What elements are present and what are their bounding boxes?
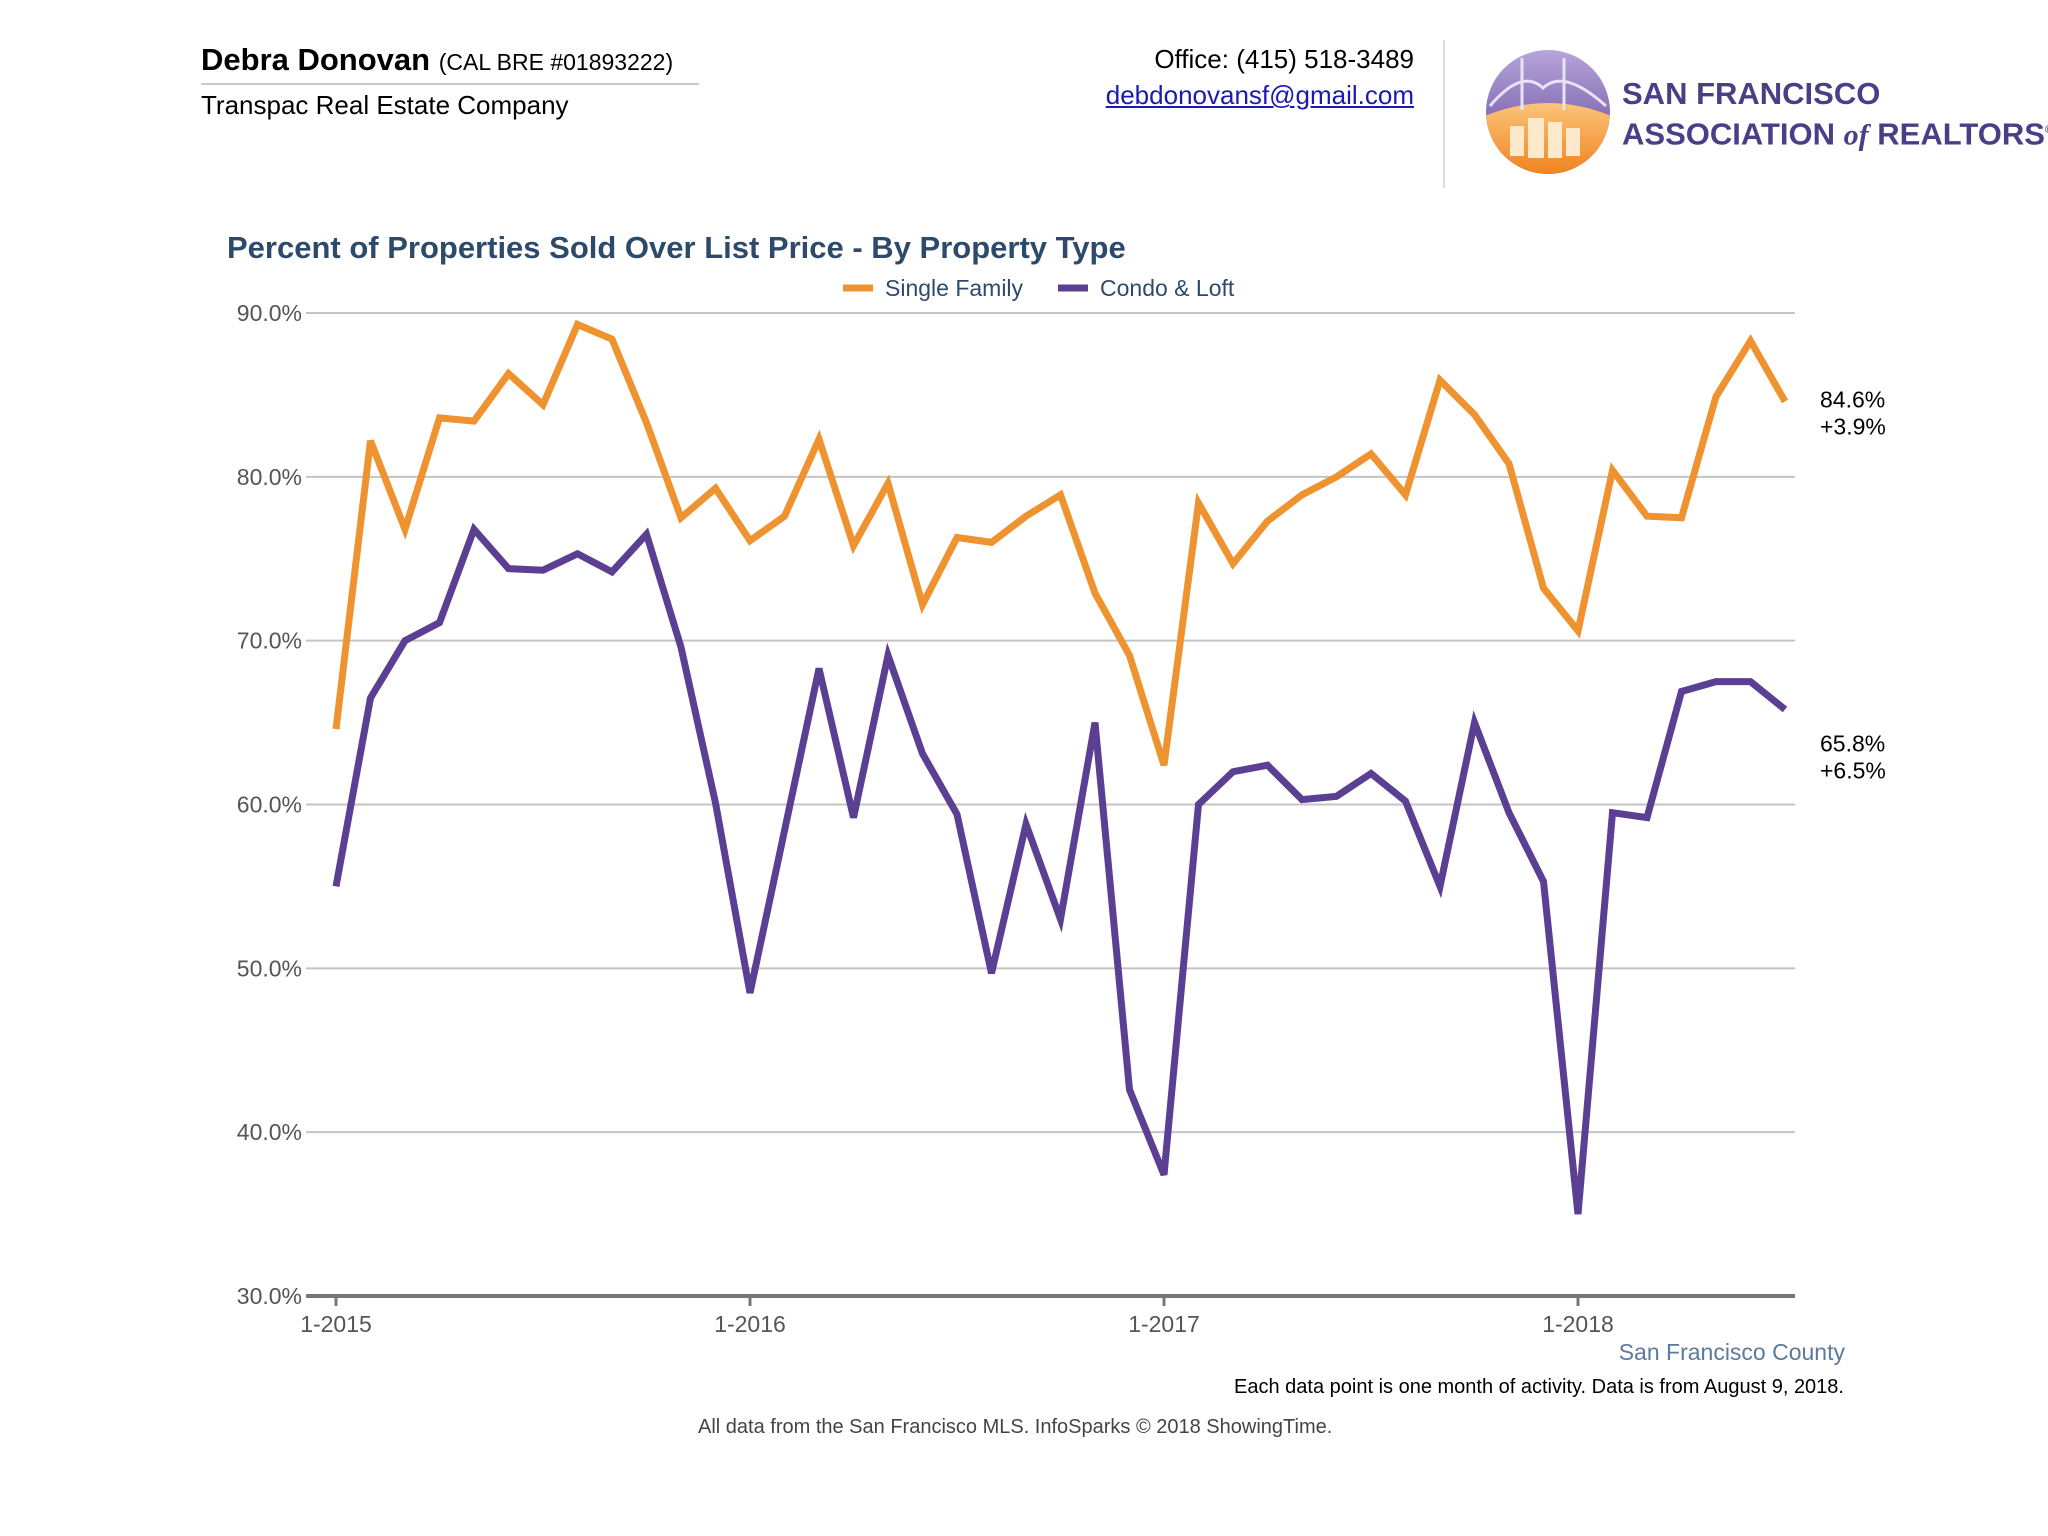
series-line-condo-loft bbox=[332, 522, 1788, 1215]
x-tick-label: 1-2015 bbox=[300, 1311, 372, 1337]
series-lines bbox=[332, 319, 1789, 1215]
agent-license: (CAL BRE #01893222) bbox=[438, 49, 674, 75]
office-phone: Office: (415) 518-3489 bbox=[1154, 44, 1414, 74]
source-credit: All data from the San Francisco MLS. Inf… bbox=[698, 1416, 1333, 1438]
legend-label: Single Family bbox=[885, 275, 1024, 301]
agent-name-text: Debra Donovan bbox=[201, 42, 431, 77]
y-tick-label: 60.0% bbox=[237, 792, 302, 818]
header-divider bbox=[1443, 40, 1445, 188]
data-note: Each data point is one month of activity… bbox=[1234, 1376, 1844, 1398]
chart-title: Percent of Properties Sold Over List Pri… bbox=[227, 230, 1126, 265]
logo-registered-mark: ® bbox=[2045, 124, 2048, 136]
end-change-label: +3.9% bbox=[1820, 413, 1886, 439]
legend: Single Family Condo & Loft bbox=[843, 275, 1235, 301]
sfar-logo-icon bbox=[1486, 50, 1610, 174]
end-value-label: 84.6% bbox=[1820, 386, 1885, 412]
sfar-logo-text: SAN FRANCISCO ASSOCIATION of REALTORS® bbox=[1622, 75, 2048, 153]
email-link[interactable]: debdonovansf@gmail.com bbox=[1105, 80, 1414, 110]
end-change-label: +6.5% bbox=[1820, 757, 1886, 783]
series-line-single-family bbox=[332, 319, 1789, 767]
x-tick-label: 1-2018 bbox=[1542, 1311, 1614, 1337]
legend-label: Condo & Loft bbox=[1100, 275, 1235, 301]
y-tick-label: 80.0% bbox=[237, 464, 302, 490]
x-tick-label: 1-2017 bbox=[1128, 1311, 1200, 1337]
y-tick-label: 40.0% bbox=[237, 1119, 302, 1145]
x-tick-label: 1-2016 bbox=[714, 1311, 786, 1337]
logo-of: of bbox=[1843, 118, 1869, 152]
agent-name: Debra Donovan (CAL BRE #01893222) bbox=[201, 42, 673, 78]
y-tick-label: 70.0% bbox=[237, 628, 302, 654]
end-labels: 84.6%+3.9% 65.8%+6.5% bbox=[1820, 386, 1886, 783]
county-label: San Francisco County bbox=[1618, 1339, 1845, 1365]
y-tick-label: 50.0% bbox=[237, 955, 302, 981]
y-tick-label: 90.0% bbox=[237, 300, 302, 326]
axes: 30.0% 40.0% 50.0% 60.0% 70.0% 80.0% 90.0% 1-201… bbox=[237, 300, 1795, 1337]
logo-line-2: ASSOCIATION of REALTORS® bbox=[1622, 112, 2048, 153]
agent-name-underline bbox=[201, 83, 699, 85]
end-value-label: 65.8% bbox=[1820, 730, 1885, 756]
logo-realtors: REALTORS bbox=[1877, 116, 2045, 152]
logo-association: ASSOCIATION bbox=[1622, 116, 1835, 152]
grid-lines bbox=[306, 312, 1795, 1134]
logo-line-1: SAN FRANCISCO bbox=[1622, 76, 1881, 111]
agent-company: Transpac Real Estate Company bbox=[201, 90, 569, 120]
y-tick-label: 30.0% bbox=[237, 1283, 302, 1309]
